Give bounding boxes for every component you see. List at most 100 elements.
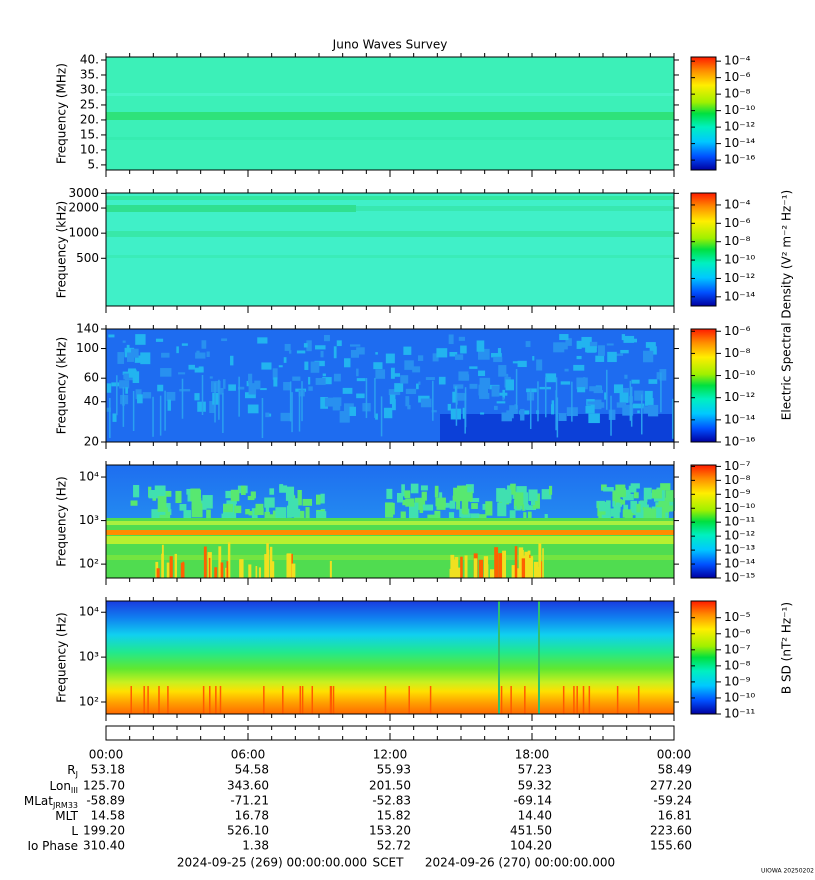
spectrogram-cell <box>551 400 555 405</box>
spectrogram-streak <box>576 686 578 714</box>
spectrogram-cell <box>591 399 602 410</box>
spectrogram-streak <box>164 390 166 431</box>
spectrogram-cell <box>356 347 365 355</box>
ephemeris-value: -59.24 <box>653 794 692 808</box>
spectrogram-cell <box>648 492 653 499</box>
spectrogram-cell <box>644 398 654 406</box>
spectrogram-band <box>106 231 674 237</box>
spectrogram-cell <box>631 379 640 384</box>
spectrogram-cell <box>404 490 411 499</box>
spectrogram-cell <box>394 383 404 392</box>
spectrogram-streak <box>582 686 585 714</box>
spectrogram-streak <box>332 686 335 714</box>
spectrogram-streak <box>169 556 173 578</box>
footer-stamp: UIOWA 20250202 <box>761 868 814 875</box>
spectrogram-cell <box>264 511 270 520</box>
colorbar-tick-label: 10⁻⁵ <box>724 610 751 624</box>
spectrogram-streak <box>483 556 489 578</box>
ephemeris-label: LonIII <box>50 779 79 795</box>
colorbar-tick-label: 10⁻¹⁴ <box>724 557 755 571</box>
spectrogram-cell <box>296 350 306 354</box>
spectrogram-cell <box>108 334 115 338</box>
ephemeris-label: MLT <box>55 809 78 823</box>
spectrogram-cell <box>333 373 341 382</box>
spectrogram-cell <box>421 491 427 501</box>
spectrogram-cell <box>214 380 221 392</box>
colorbar <box>690 56 717 171</box>
colorbar-tick-label: 10⁻¹⁰ <box>724 253 755 267</box>
spectrogram-cell <box>467 486 472 493</box>
ephemeris-label-sub: III <box>71 786 78 795</box>
spectrogram-cell <box>658 500 669 512</box>
spectrogram-streak <box>130 686 132 714</box>
spectrogram-cell <box>614 353 624 356</box>
spectrogram-streak <box>214 382 216 423</box>
spectrogram-cell <box>501 412 512 422</box>
x-tick-label: 00:00 <box>89 748 124 762</box>
title: Juno Waves Survey <box>332 38 448 52</box>
spectrogram-streak <box>166 562 170 578</box>
ephemeris-value: 343.60 <box>227 779 269 793</box>
spectrogram-cell <box>497 348 502 357</box>
spectrogram-cell <box>623 504 629 514</box>
ephemeris-value: 14.40 <box>518 809 552 823</box>
spectrogram-cell <box>632 338 637 343</box>
spectrogram-streak <box>449 568 452 578</box>
spectrogram-band <box>106 112 674 120</box>
y-tick-label: 35. <box>80 67 99 81</box>
spectrogram-band <box>106 93 674 96</box>
y-tick-label: 40 <box>84 394 99 408</box>
spectrogram-cell <box>512 361 524 364</box>
spectrogram-cell <box>532 356 535 361</box>
spectrogram-cell <box>310 361 320 373</box>
spectrogram-cell <box>128 368 136 371</box>
spectrogram-cell <box>635 506 643 520</box>
spectrogram-cell <box>434 485 439 498</box>
spectrogram-cell <box>209 376 213 379</box>
spectrogram-cell <box>160 368 172 377</box>
spectrogram-cell <box>645 342 656 348</box>
spectrogram-cell <box>412 366 421 373</box>
spectrogram-cell <box>455 392 467 401</box>
spectrogram-band <box>106 205 356 212</box>
spectrogram-cell <box>616 499 626 505</box>
spectrogram-streak <box>291 392 293 433</box>
ephemeris-value: -69.14 <box>513 794 552 808</box>
spectrogram-cell <box>230 355 234 366</box>
panel: 5.10.15.20.25.30.35.40. Frequency (MHz) 10… <box>55 52 755 177</box>
spectrogram-cell <box>297 489 302 506</box>
x-tick-label: 00:00 <box>657 748 692 762</box>
spectrogram-cell <box>211 381 216 393</box>
ephemeris-value: 15.82 <box>377 809 411 823</box>
spectrogram-cell <box>407 404 411 410</box>
spectrogram-streak <box>380 396 383 437</box>
spectrogram-streak <box>671 398 674 439</box>
spectrogram-cell <box>484 350 487 353</box>
spectrogram-cell <box>339 411 350 423</box>
x-tick-label: 12:00 <box>373 748 408 762</box>
spectrogram-cell <box>148 489 160 499</box>
spectrogram-cell <box>449 500 456 509</box>
y-axis-label: Frequency (Hz) <box>55 476 69 567</box>
spectrogram-cell <box>471 503 478 510</box>
spectrogram-cell <box>491 353 502 358</box>
spectrogram-cell <box>308 386 313 391</box>
colorbar-tick-label: 10⁻¹⁴ <box>724 412 755 426</box>
y-axis-label: Frequency (MHz) <box>55 63 69 164</box>
spectrogram-cell <box>124 378 137 381</box>
spectrogram-cell <box>248 373 253 384</box>
y-tick-label: 10⁴ <box>79 470 99 484</box>
ephemeris-value: 223.60 <box>650 824 692 838</box>
spectrogram-cell <box>122 371 131 376</box>
y-tick-label: 500 <box>76 251 99 265</box>
spectrogram-cell <box>637 410 640 414</box>
spectrogram-streak <box>460 556 463 578</box>
spectrogram-cell <box>438 376 446 385</box>
spectrogram-cell <box>375 413 378 420</box>
y-tick-label: 10² <box>79 694 99 708</box>
ephemeris-label-text: MLat <box>24 794 53 808</box>
spectrogram-cell <box>652 489 662 499</box>
spectrogram-cell <box>643 497 648 502</box>
spectrogram-cell <box>385 353 395 364</box>
spectrogram-cell <box>560 381 571 385</box>
